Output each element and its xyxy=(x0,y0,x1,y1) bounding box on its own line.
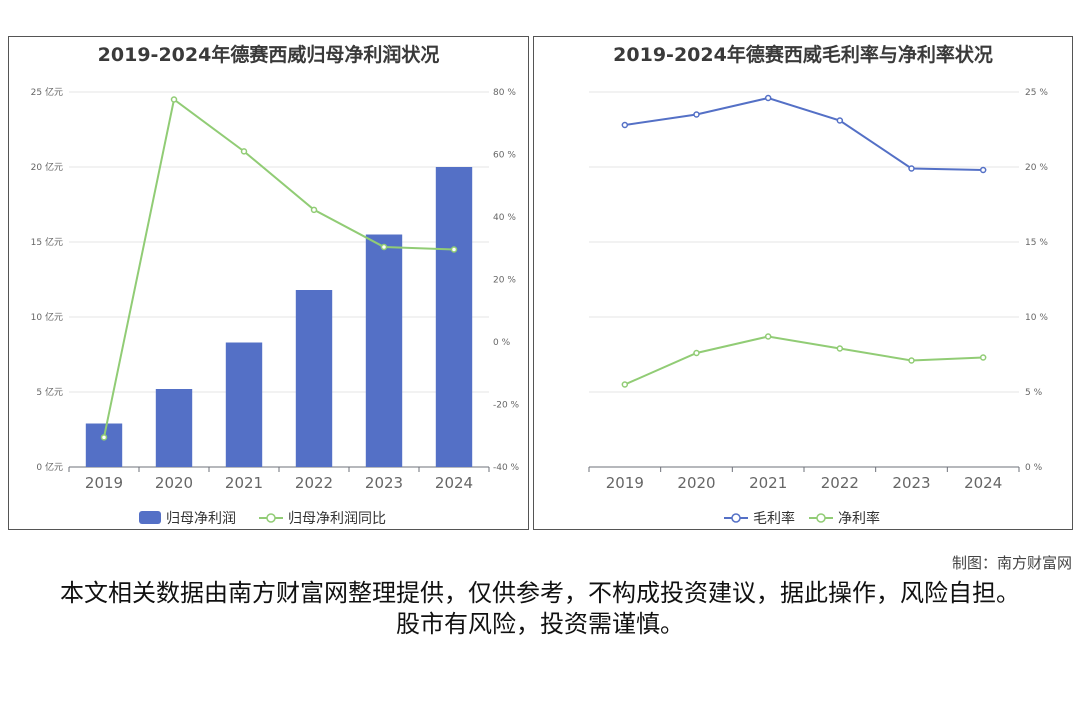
x-tick-label: 2022 xyxy=(295,474,333,492)
legend-net-label: 净利率 xyxy=(838,510,880,527)
series-0-point-2022 xyxy=(836,117,844,124)
y-tick-right: 20 % xyxy=(1025,163,1048,173)
bar-2024 xyxy=(435,167,473,467)
y-tick-right: 20 % xyxy=(493,276,516,286)
legend-gross-label: 毛利率 xyxy=(753,510,795,527)
legend-bar-swatch xyxy=(139,511,161,524)
y-tick-right: 0 % xyxy=(493,338,511,348)
bar-2021 xyxy=(225,342,263,467)
chart-credit: 制图：南方财富网 xyxy=(951,554,1072,572)
y-tick-right: -20 % xyxy=(493,401,520,411)
x-tick-label: 2019 xyxy=(606,474,644,492)
bar-2020 xyxy=(155,389,193,467)
y-tick-right: 25 % xyxy=(1025,88,1048,98)
legend-net-marker xyxy=(816,513,826,523)
bar-2022 xyxy=(295,290,333,467)
series-1-point-2020 xyxy=(693,349,700,357)
yoy-line xyxy=(103,97,455,438)
x-tick-label: 2022 xyxy=(821,474,859,492)
left-chart-panel: 2019-2024年德赛西威归母净利润状况 0 亿元 5 亿元 10 亿元 15 亿元… xyxy=(8,36,529,530)
series-line-0 xyxy=(624,96,984,171)
y-tick-right: 5 % xyxy=(1025,388,1043,398)
legend-bar-label: 归母净利润 xyxy=(166,510,236,527)
y-tick-left: 25 亿元 xyxy=(31,86,63,98)
x-tick-label: 2021 xyxy=(749,474,787,492)
y-tick-right: 80 % xyxy=(493,88,516,98)
yoy-point-2023 xyxy=(380,243,388,251)
series-0-point-2020 xyxy=(693,111,700,118)
series-0-point-2019 xyxy=(621,121,629,129)
series-1-point-2021 xyxy=(764,333,772,340)
y-tick-right: -40 % xyxy=(493,463,520,473)
y-tick-right: 60 % xyxy=(493,151,516,161)
y-tick-right: 10 % xyxy=(1025,313,1048,323)
legend-line-label: 归母净利润同比 xyxy=(288,510,386,527)
series-1-point-2024 xyxy=(979,354,987,361)
bar-2023 xyxy=(365,234,403,467)
right-chart-title: 2019-2024年德赛西威毛利率与净利率状况 xyxy=(613,44,993,66)
x-tick-label: 2024 xyxy=(964,474,1002,492)
left-chart-svg: 0 亿元 5 亿元 10 亿元 15 亿元 20 亿元 25 亿元 -40 % -20 % 0 … xyxy=(31,86,520,527)
legend-gross-marker xyxy=(731,513,741,523)
right-chart-svg: 0 % 5 % 10 % 15 % 20 % 25 % 2019 2020 2021 2022 20… xyxy=(588,88,1048,527)
disclaimer-text: 本文相关数据由南方财富网整理提供，仅供参考，不构成投资建议，据此操作，风险自担。… xyxy=(60,579,1020,638)
y-tick-right: 0 % xyxy=(1025,463,1043,473)
y-tick-left: 15 亿元 xyxy=(31,236,63,248)
bar-2019 xyxy=(85,423,123,467)
series-0-point-2021 xyxy=(764,94,772,102)
yoy-point-2021 xyxy=(240,148,248,155)
y-tick-right: 40 % xyxy=(493,213,516,223)
x-tick-label: 2020 xyxy=(677,474,715,492)
yoy-point-2019 xyxy=(100,434,108,441)
legend-line-marker xyxy=(266,513,276,523)
x-tick-label: 2020 xyxy=(155,474,193,492)
x-tick-label: 2019 xyxy=(85,474,123,492)
yoy-point-2020 xyxy=(170,96,178,103)
right-chart-panel: 2019-2024年德赛西威毛利率与净利率状况 0 % 5 % 10 % 15 % 20… xyxy=(533,36,1073,530)
y-tick-left: 0 亿元 xyxy=(36,461,63,473)
series-line-1 xyxy=(624,335,984,386)
series-1-point-2019 xyxy=(621,381,629,388)
series-0-point-2024 xyxy=(979,166,987,174)
y-tick-left: 10 亿元 xyxy=(31,311,63,323)
left-chart-title: 2019-2024年德赛西威归母净利润状况 xyxy=(97,44,440,66)
x-tick-label: 2023 xyxy=(365,474,403,492)
y-tick-left: 5 亿元 xyxy=(36,386,63,398)
y-tick-right: 15 % xyxy=(1025,238,1048,248)
x-tick-label: 2024 xyxy=(435,474,473,492)
x-tick-label: 2021 xyxy=(225,474,263,492)
x-tick-label: 2023 xyxy=(892,474,930,492)
series-1-point-2023 xyxy=(908,357,915,364)
series-0-point-2023 xyxy=(908,165,915,172)
yoy-point-2024 xyxy=(450,246,458,253)
series-1-point-2022 xyxy=(836,345,844,352)
yoy-point-2022 xyxy=(310,206,318,214)
y-tick-left: 20 亿元 xyxy=(31,161,63,173)
